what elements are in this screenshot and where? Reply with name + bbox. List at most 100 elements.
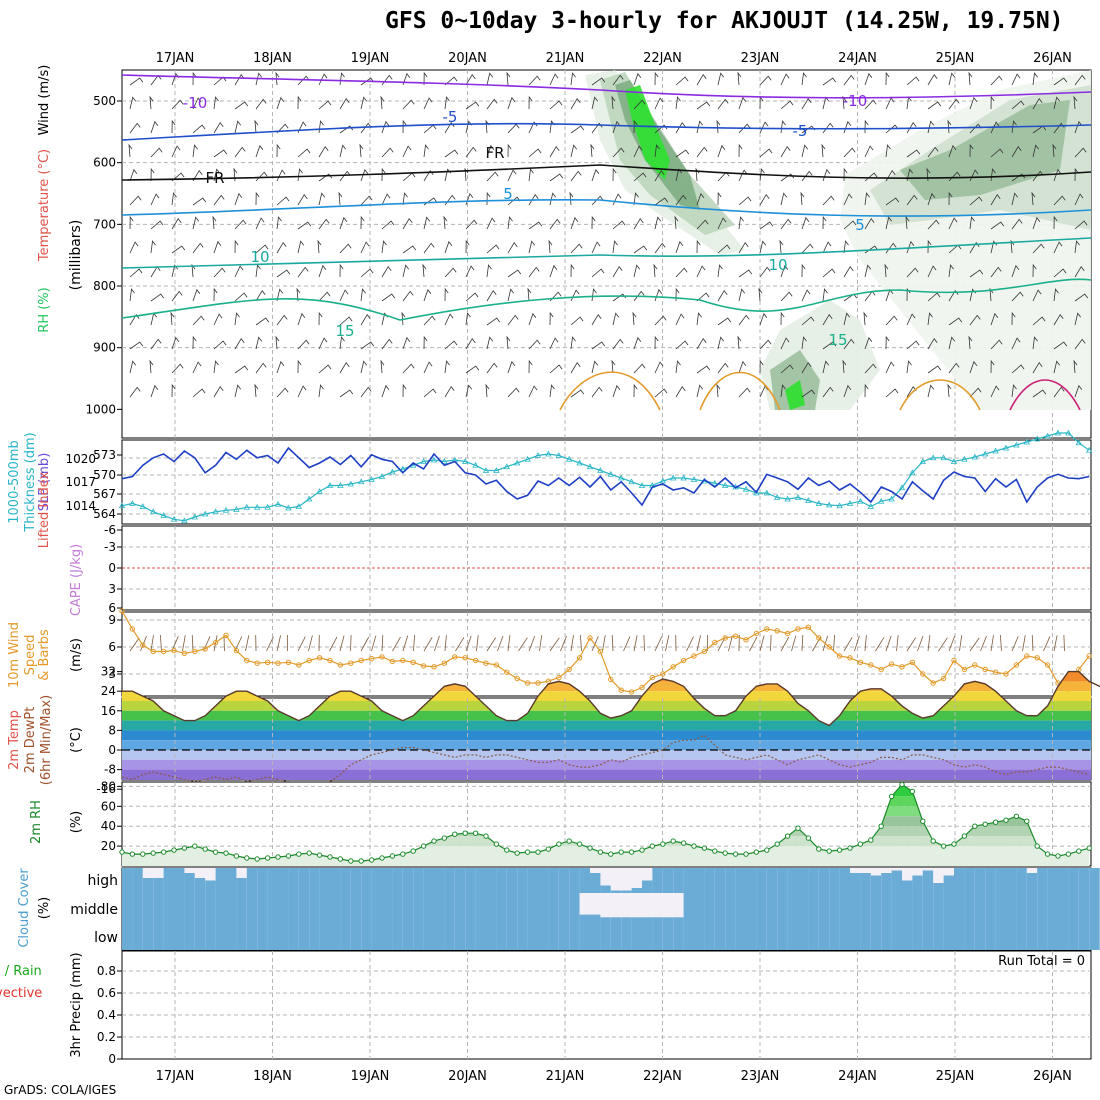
isotherm-line — [121, 237, 1092, 269]
rh-point — [160, 849, 167, 855]
cloud-cell — [215, 868, 227, 893]
wind-barb — [255, 191, 260, 206]
wind-barb — [339, 243, 352, 254]
wind-barb — [423, 315, 436, 326]
cloud-cell-bg — [673, 893, 684, 920]
cloud-cell — [600, 920, 611, 950]
thickness-point — [503, 463, 510, 470]
cloud-cell — [839, 893, 851, 920]
thickness-point — [306, 495, 313, 502]
wind-barb — [906, 267, 919, 278]
wind-barb — [402, 264, 410, 278]
wind-barb — [591, 96, 599, 110]
wind10m-point — [920, 671, 926, 677]
cloud-side-labels: Cloud Cover (%) — [17, 868, 52, 948]
thickness-tick: 573 — [93, 448, 116, 462]
wind-barb — [192, 216, 200, 230]
wind10m-barb — [549, 637, 560, 652]
wind-barb — [633, 245, 648, 254]
wind10m-barb — [423, 637, 433, 652]
wind-barb — [696, 365, 711, 374]
wind10m-point — [951, 657, 957, 664]
wind-barb — [801, 243, 814, 254]
wind10m-barb — [791, 635, 797, 652]
cloud-cell — [1078, 868, 1090, 893]
wind10m-ticks: 9 6 3 — [108, 613, 122, 681]
cloud-cell — [142, 878, 154, 893]
cloud-cell — [340, 893, 351, 920]
lifted-index-label: Lifted Index — [37, 471, 52, 548]
wind10m-barb — [1053, 635, 1058, 652]
wind-barb — [759, 339, 772, 350]
wind10m-point — [878, 666, 884, 673]
rh-point — [597, 849, 604, 855]
rh-point — [285, 853, 292, 859]
wind-barb — [276, 196, 290, 206]
cloud-cell — [486, 920, 497, 950]
wind-barb — [738, 123, 751, 134]
wind-barb — [612, 312, 620, 326]
cloud-cell — [777, 893, 788, 920]
wind-barb — [1032, 361, 1043, 374]
cloud-cell — [184, 873, 195, 893]
wind-barb — [465, 265, 475, 278]
wind-barb — [675, 96, 681, 110]
wind-barb — [1052, 143, 1057, 158]
cloud-cell — [382, 868, 393, 893]
wind10m-point — [296, 662, 302, 668]
wind-barb — [738, 143, 743, 158]
thickness-point — [1086, 446, 1093, 453]
wind-barb — [717, 264, 723, 278]
thickness-point — [295, 503, 302, 509]
wind-barb — [927, 146, 939, 158]
isotherm-line — [699, 371, 781, 411]
wind-barb — [548, 239, 553, 254]
wind-barb — [717, 336, 725, 350]
wind-barb — [339, 361, 350, 374]
wind10m-point — [795, 626, 801, 632]
cloud-panel: high middle low Cloud Cover (%) — [17, 867, 1100, 951]
wind-barb — [297, 148, 311, 158]
cloud-cell — [309, 893, 320, 920]
cloud-cell — [226, 893, 237, 920]
cloud-cell — [402, 868, 414, 893]
cloud-cell — [1026, 873, 1038, 893]
wind-barb — [486, 171, 499, 182]
cloud-cell — [652, 917, 663, 920]
cloud-cell — [756, 893, 767, 920]
wind-barb — [1011, 264, 1020, 278]
precip-tick: 0 — [108, 1052, 116, 1066]
cloud-cell — [1037, 920, 1048, 950]
cloud-cell — [808, 920, 819, 950]
wind-barb — [1053, 386, 1065, 398]
date-label-top: 25JAN — [936, 51, 975, 66]
cloud-cell — [506, 893, 518, 920]
rh-point — [181, 845, 188, 851]
wind-barb — [192, 388, 206, 398]
thickness-point — [243, 503, 250, 510]
cloud-cell-bg — [631, 893, 643, 920]
cloud-cell — [309, 868, 320, 893]
cloud-cell — [298, 893, 310, 920]
wind10m-point — [160, 648, 167, 655]
cloud-cell — [194, 893, 206, 920]
cloud-cell — [205, 880, 216, 893]
wind-barb — [591, 341, 606, 350]
wind10m-point — [524, 680, 531, 686]
wind-barb — [1053, 360, 1061, 374]
thickness-point — [680, 474, 687, 481]
wind-barb — [1053, 341, 1068, 350]
wind10m-point — [306, 657, 312, 664]
wind10m-point — [285, 659, 292, 665]
wind-barb — [549, 218, 561, 230]
slp-tick: 1017 — [65, 475, 96, 489]
wind-barb — [864, 145, 874, 158]
wind-barb — [905, 215, 910, 230]
wind-barb — [338, 191, 343, 206]
wind-barb — [486, 336, 494, 350]
rh-point — [576, 841, 583, 847]
wind-barb — [612, 167, 617, 182]
wind10m-barb — [276, 635, 281, 652]
cloud-cell — [590, 914, 601, 920]
wind-barb — [171, 145, 181, 158]
